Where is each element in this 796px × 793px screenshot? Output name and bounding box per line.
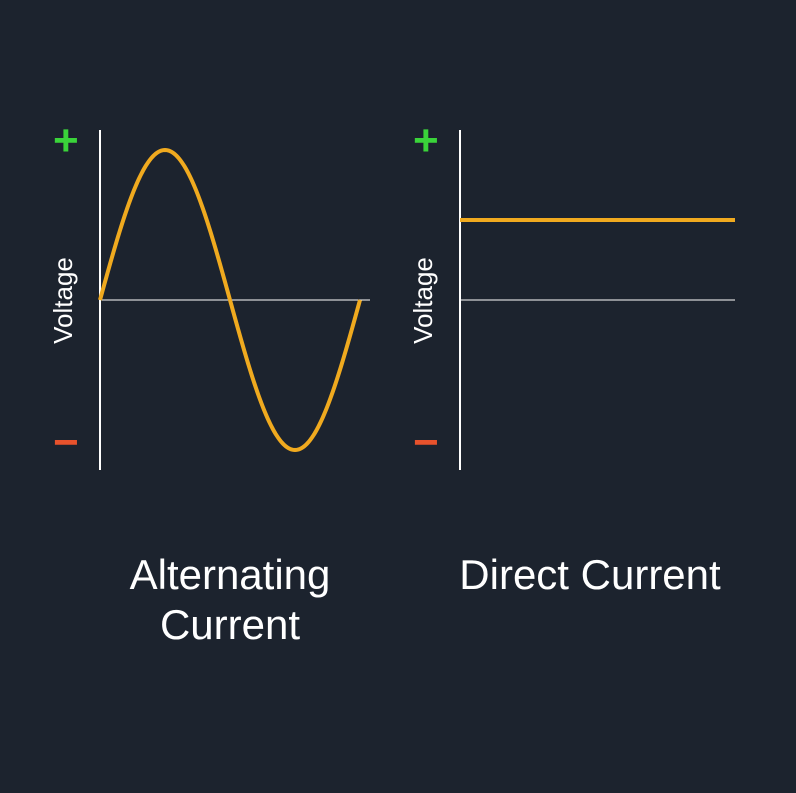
dc-chart-svg: [420, 130, 740, 470]
dc-caption-text: Direct Current: [459, 551, 720, 598]
ac-y-axis-label: Voltage: [48, 257, 79, 344]
ac-chart: + − Voltage: [60, 130, 380, 470]
dc-caption: Direct Current: [450, 550, 730, 600]
ac-caption: Alternating Current: [90, 550, 370, 651]
ac-minus-sign: −: [53, 418, 79, 468]
dc-minus-sign: −: [413, 418, 439, 468]
ac-plus-sign: +: [53, 116, 79, 166]
dc-chart: + − Voltage: [420, 130, 740, 470]
ac-chart-svg: [60, 130, 380, 470]
diagram-container: + − Voltage + − Voltage Alternating Curr…: [0, 0, 796, 793]
dc-plus-sign: +: [413, 116, 439, 166]
ac-caption-text: Alternating Current: [130, 551, 331, 648]
dc-y-axis-label: Voltage: [408, 257, 439, 344]
